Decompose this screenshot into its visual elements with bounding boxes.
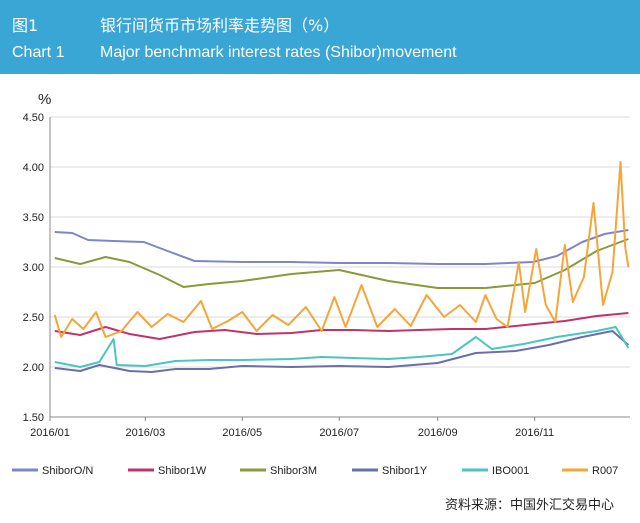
y-tick-label: 3.00 [23,262,44,274]
series-lines [53,161,630,373]
x-tick-label: 2016/07 [319,427,359,439]
x-tick-label: 2016/03 [125,427,165,439]
line-chart: 1.502.002.503.003.504.004.50% 2016/01 201… [12,91,630,477]
legend-label: IBO001 [492,465,529,477]
legend-label: Shibor1Y [382,465,428,477]
legend-label: Shibor1W [158,465,207,477]
figure-label-cn: 图1 [12,16,39,35]
legend-label: R007 [592,465,618,477]
series-line-shiboro-n [54,229,629,265]
legend-label: ShiborO/N [42,465,93,477]
y-tick-label: 4.00 [23,162,44,174]
x-tick-label: 2016/01 [30,427,70,439]
series-line-shibor3m [54,238,629,289]
y-tick-label: 2.50 [23,312,44,324]
chart-title-cn: 图1 银行间货币市场利率走势图（%） [12,12,339,36]
x-tick-label: 2016/11 [515,427,554,439]
x-tick-label: 2016/09 [418,427,458,439]
title-text-en: Major benchmark interest rates (Shibor)m… [100,44,457,61]
x-axis: 2016/01 2016/03 2016/05 2016/07 2016/09 2016/… [30,416,630,439]
series-line-ibo001 [54,326,630,368]
y-tick-label: 1.50 [23,412,44,424]
gridlines [50,116,630,418]
source-note: 资料来源：中国外汇交易中心 [444,498,614,513]
chart-header: 图1 银行间货币市场利率走势图（%） Chart 1 Major benchmark… [0,0,640,74]
y-axis: 1.50 2.00 2.50 3.00 3.50 4.00 4.50% [23,91,52,424]
y-tick-label: 4.50 [23,112,44,124]
series-line-r007 [53,161,630,338]
figure-label-en: Chart 1 [12,44,65,61]
chart-title-en: Chart 1 Major benchmark interest rates (S… [12,44,457,62]
title-text-cn: 银行间货币市场利率走势图（%） [100,16,340,35]
y-axis-label: % [38,91,51,108]
series-line-shibor1w [54,312,629,340]
y-tick-label: 3.50 [23,212,44,224]
x-tick-label: 2016/05 [222,427,262,439]
legend-label: Shibor3M [270,465,317,477]
legend: ShiborO/N Shibor1W Shibor3M Shibor1Y IBO001 R… [12,465,618,477]
y-tick-label: 2.00 [23,362,44,374]
series-line-shibor1y [54,330,630,373]
